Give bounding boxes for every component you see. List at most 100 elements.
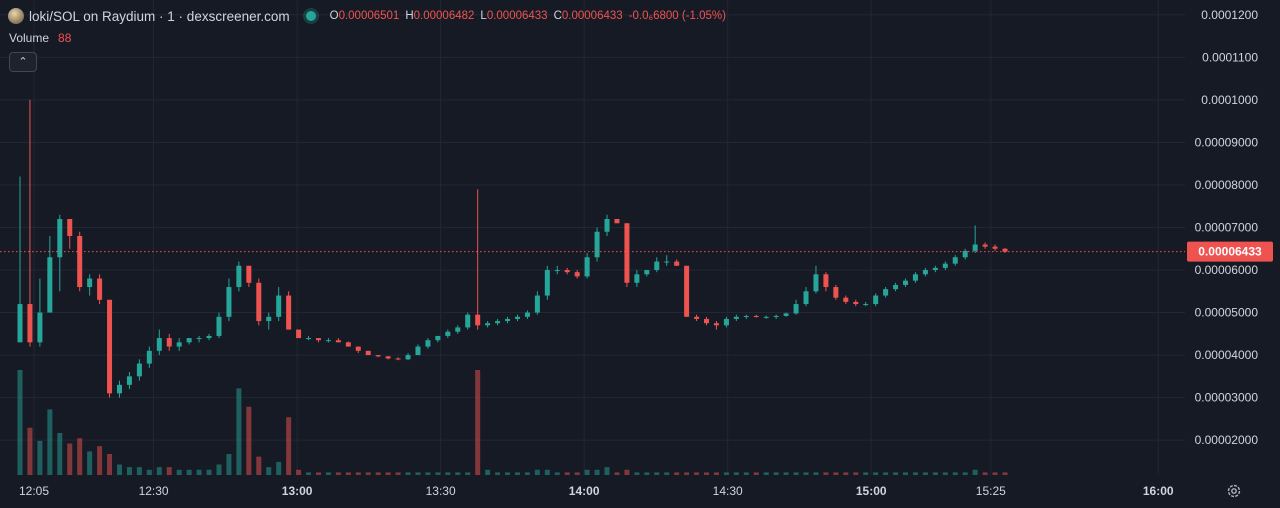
time-tick-label: 14:00: [569, 484, 600, 498]
candle-body: [355, 346, 361, 351]
last-price-label: 0.00006433: [1187, 241, 1273, 262]
candle-body: [455, 327, 461, 332]
volume-bar: [704, 472, 710, 475]
volume-bar: [644, 472, 650, 475]
volume-bar: [445, 472, 451, 475]
candle-body: [415, 346, 421, 356]
volume-bar: [236, 388, 242, 475]
volume-bar: [306, 472, 312, 475]
candle-body: [833, 287, 839, 298]
volume-bars: [17, 370, 1008, 475]
volume-bar: [753, 472, 759, 475]
price-tick-label: 0.00002000: [1195, 433, 1259, 447]
candle-body: [942, 263, 948, 268]
volume-bar: [87, 451, 93, 475]
candle-body: [982, 244, 988, 247]
candle-body: [375, 355, 381, 357]
candle-body: [763, 316, 769, 318]
volume-bar: [355, 472, 361, 475]
volume-bar: [604, 467, 610, 475]
volume-bar: [992, 472, 998, 475]
candle-body: [793, 304, 799, 314]
candle-body: [505, 318, 511, 322]
volume-bar: [962, 472, 968, 475]
volume-bar: [863, 472, 869, 475]
volume-bar: [256, 456, 262, 475]
gear-icon[interactable]: [1226, 483, 1242, 499]
volume-bar: [903, 472, 909, 475]
candle-body: [136, 363, 142, 377]
volume-bar: [982, 472, 988, 475]
ohlc-low: L0.00006433: [480, 10, 548, 22]
volume-bar: [505, 472, 511, 475]
candle-body: [435, 335, 441, 341]
candle-body: [47, 257, 53, 313]
candle-body: [803, 291, 809, 305]
candle-body: [196, 338, 202, 340]
price-axis[interactable]: 0.0001200 0.0001100 0.0001000 0.00009000 0.0…: [1195, 8, 1259, 447]
candle-body: [87, 278, 93, 288]
volume-bar: [405, 472, 411, 475]
candle-body: [325, 340, 331, 342]
volume-bar: [624, 469, 630, 475]
candle-body: [514, 316, 520, 319]
candle-body: [922, 270, 928, 275]
token-logo: [8, 8, 24, 24]
candle-body: [594, 231, 600, 258]
candle-body: [962, 250, 968, 258]
volume-bar: [793, 472, 799, 475]
live-dot-icon: [305, 11, 316, 21]
candle-body: [216, 316, 222, 336]
candle-body: [853, 301, 859, 305]
candle-body: [166, 338, 172, 347]
candle-body: [813, 274, 819, 292]
chevron-up-icon: ⌃: [18, 55, 28, 68]
candle-body: [733, 316, 739, 319]
price-change: -0.0₆6800 (-1.05%): [628, 10, 726, 22]
candle-body: [783, 313, 789, 316]
volume-bar: [57, 433, 63, 475]
volume-bar: [325, 472, 331, 475]
candle-body: [236, 265, 242, 288]
volume-bar: [713, 472, 719, 475]
volume-bar: [564, 472, 570, 475]
volume-value: 88: [58, 31, 72, 45]
time-tick-label: 14:30: [713, 484, 743, 498]
chart-legend: loki/SOL on Raydium · 1 · dexscreener.co…: [8, 7, 726, 25]
candle-body: [116, 384, 122, 394]
volume-bar: [286, 417, 292, 475]
volume-bar: [126, 467, 132, 475]
pair-title: loki/SOL on Raydium · 1 · dexscreener.co…: [29, 8, 290, 24]
candle-body: [564, 270, 570, 273]
candle-body: [296, 329, 302, 339]
volume-bar: [664, 472, 670, 475]
collapse-legend-button[interactable]: ⌃: [9, 52, 37, 72]
candle-body: [475, 314, 481, 326]
candle-body: [465, 314, 471, 328]
candle-body: [544, 270, 550, 296]
candle-body: [912, 274, 918, 281]
volume-bar: [803, 472, 809, 475]
volume-bar: [47, 409, 53, 475]
candle-body: [37, 312, 43, 343]
candle-body: [107, 299, 113, 394]
volume-bar: [942, 472, 948, 475]
volume-bar: [893, 472, 899, 475]
time-tick-label: 12:05: [19, 484, 49, 498]
candle-body: [843, 297, 849, 302]
time-axis[interactable]: 12:05 12:30 13:00 13:30 14:00 14:30 15:00 15:25…: [19, 484, 1280, 498]
candle-body: [395, 358, 401, 360]
volume-bar: [465, 472, 471, 475]
volume-bar: [315, 472, 321, 475]
volume-bar: [853, 472, 859, 475]
candle-body: [952, 257, 958, 264]
time-tick-label: 16:00: [1143, 484, 1174, 498]
candlesticks: [17, 99, 1008, 398]
candle-body: [126, 376, 132, 385]
price-tick-label: 0.00007000: [1195, 221, 1259, 235]
candle-body: [226, 287, 232, 317]
candle-body: [634, 274, 640, 283]
candle-body: [256, 282, 262, 322]
volume-bar: [206, 469, 212, 475]
